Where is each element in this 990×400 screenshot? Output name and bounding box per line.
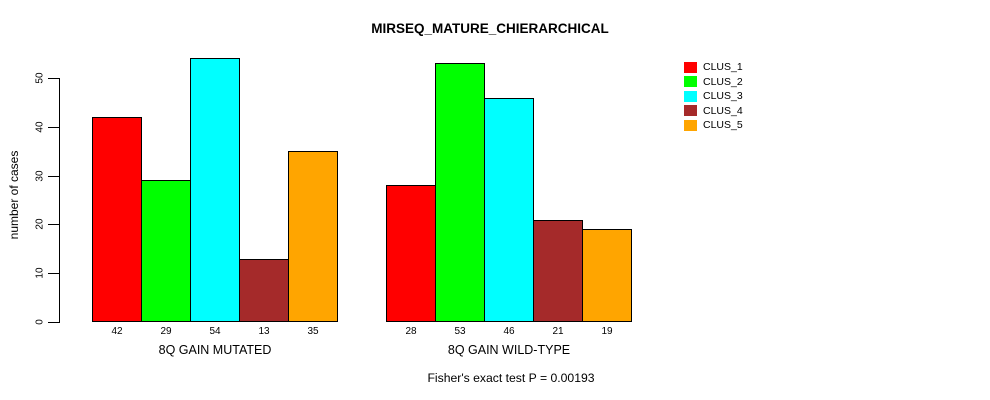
group-label: 8Q GAIN WILD-TYPE <box>447 343 571 357</box>
legend-color-swatch <box>684 119 697 131</box>
legend-item: CLUS_5 <box>684 118 743 133</box>
legend-label: CLUS_3 <box>703 90 743 103</box>
legend-item: CLUS_2 <box>684 75 743 90</box>
y-axis-tick-label: 30 <box>34 170 46 182</box>
legend-color-swatch <box>684 90 697 102</box>
bar-clus_5 <box>582 229 632 322</box>
bar-value-label: 28 <box>405 326 417 337</box>
legend-color-swatch <box>684 105 697 117</box>
y-axis-tick <box>48 273 59 274</box>
chart-title: MIRSEQ_MATURE_CHIERARCHICAL <box>371 21 609 36</box>
legend-item: CLUS_3 <box>684 89 743 104</box>
legend-label: CLUS_2 <box>703 75 743 88</box>
bar-clus_1 <box>386 185 436 322</box>
bar-clus_5 <box>288 151 338 322</box>
legend-color-swatch <box>684 76 697 88</box>
bar-value-label: 53 <box>454 326 466 337</box>
fisher-test-annotation: Fisher's exact test P = 0.00193 <box>427 371 595 385</box>
bar-value-label: 46 <box>503 326 515 337</box>
legend-item: CLUS_4 <box>684 104 743 119</box>
legend: CLUS_1 CLUS_2 CLUS_3 CLUS_4 CLUS_5 <box>684 60 743 133</box>
bar-value-label: 35 <box>307 326 319 337</box>
bar-clus_4 <box>533 220 583 322</box>
bar-value-label: 21 <box>552 326 564 337</box>
y-axis-tick-label: 40 <box>34 121 46 133</box>
legend-item: CLUS_1 <box>684 60 743 75</box>
legend-label: CLUS_5 <box>703 119 743 132</box>
y-axis-tick <box>48 176 59 177</box>
bar-value-label: 29 <box>160 326 172 337</box>
bar-clus_3 <box>484 98 534 322</box>
y-axis-label: number of cases <box>7 150 21 240</box>
bar-value-label: 54 <box>209 326 221 337</box>
y-axis-tick <box>48 224 59 225</box>
legend-color-swatch <box>684 61 697 73</box>
legend-label: CLUS_4 <box>703 104 743 117</box>
y-axis-tick <box>48 127 59 128</box>
group-label: 8Q GAIN MUTATED <box>158 343 272 357</box>
bar-clus_4 <box>239 259 289 322</box>
y-axis-tick-label: 0 <box>34 319 46 325</box>
y-axis-tick-label: 50 <box>34 72 46 84</box>
y-axis-tick <box>48 322 59 323</box>
y-axis-tick-label: 10 <box>34 267 46 279</box>
bar-clus_2 <box>435 63 485 322</box>
bar-value-label: 13 <box>258 326 270 337</box>
y-axis-tick-label: 20 <box>34 218 46 230</box>
bar-value-label: 19 <box>601 326 613 337</box>
y-axis-tick <box>48 78 59 79</box>
bar-value-label: 42 <box>111 326 123 337</box>
bar-clus_1 <box>92 117 142 322</box>
bar-clus_2 <box>141 180 191 322</box>
bar-clus_3 <box>190 58 240 322</box>
legend-label: CLUS_1 <box>703 61 743 74</box>
y-axis-line <box>59 78 60 323</box>
